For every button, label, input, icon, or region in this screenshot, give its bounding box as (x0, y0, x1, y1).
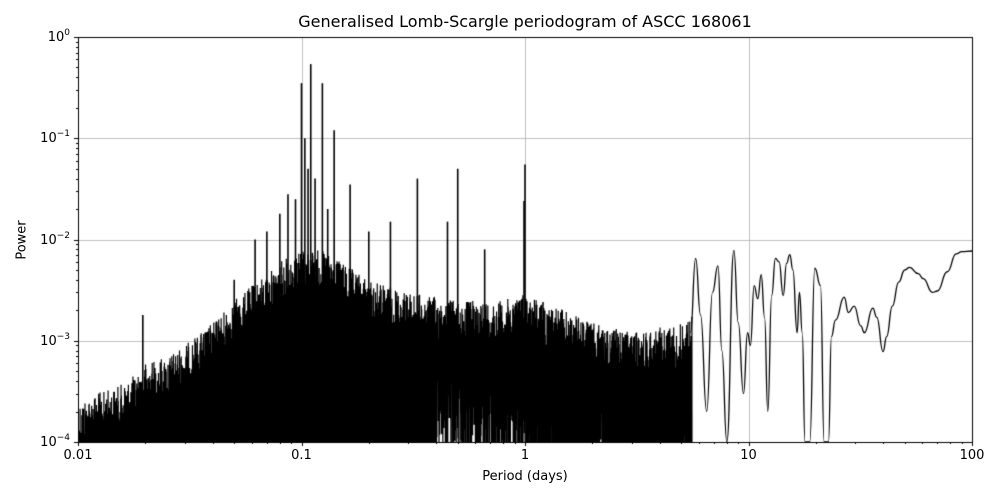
x-tick-label: 0.01 (63, 448, 93, 463)
x-tick-label: 10 (740, 448, 757, 463)
x-tick-label: 100 (959, 448, 985, 463)
y-tick-label: 10−1 (40, 129, 70, 147)
x-tick-label: 1 (520, 448, 530, 463)
y-tick-label: 10−4 (40, 432, 70, 451)
y-tick-label: 10−3 (40, 331, 70, 349)
x-tick-label: 0.1 (291, 448, 312, 463)
x-axis-label: Period (days) (482, 469, 568, 484)
y-axis-label: Power (14, 220, 30, 260)
y-tick-label: 100 (47, 27, 70, 46)
y-tick-label: 10−2 (40, 230, 70, 248)
chart-title: Generalised Lomb-Scargle periodogram of … (298, 12, 752, 31)
